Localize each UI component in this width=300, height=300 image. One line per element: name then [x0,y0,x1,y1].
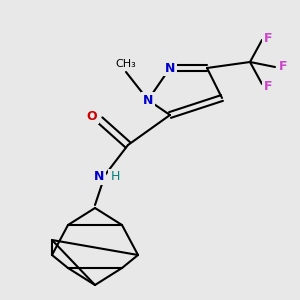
Text: N: N [143,94,153,106]
Text: F: F [279,61,287,74]
Text: H: H [110,170,120,184]
Text: N: N [94,170,104,184]
Text: O: O [87,110,97,122]
Text: F: F [264,32,272,44]
Text: CH₃: CH₃ [116,59,136,69]
Text: N: N [165,61,175,74]
Text: F: F [264,80,272,92]
